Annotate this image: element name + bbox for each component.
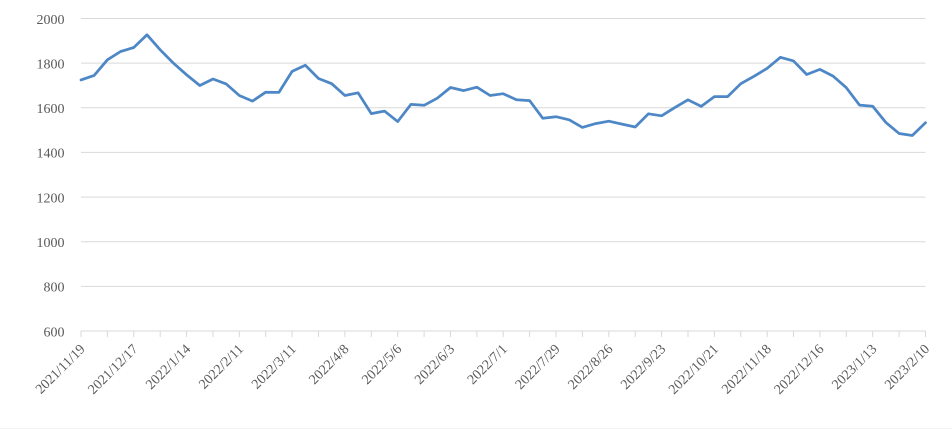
svg-text:2000: 2000 xyxy=(37,13,65,28)
svg-text:1000: 1000 xyxy=(37,236,65,251)
svg-text:1200: 1200 xyxy=(37,191,65,206)
svg-text:1400: 1400 xyxy=(37,147,65,162)
svg-text:1600: 1600 xyxy=(37,102,65,117)
svg-text:800: 800 xyxy=(44,281,65,296)
svg-text:1800: 1800 xyxy=(37,57,65,72)
svg-text:600: 600 xyxy=(44,325,65,340)
